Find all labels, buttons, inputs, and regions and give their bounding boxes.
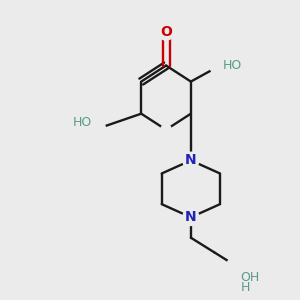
Circle shape — [226, 256, 249, 278]
Circle shape — [83, 118, 106, 141]
Circle shape — [183, 152, 199, 169]
Text: H: H — [241, 281, 250, 295]
Text: HO: HO — [223, 59, 242, 72]
Circle shape — [161, 124, 171, 135]
Text: OH: OH — [241, 271, 260, 284]
Circle shape — [210, 55, 230, 76]
Text: HO: HO — [72, 116, 92, 129]
Circle shape — [158, 24, 174, 40]
Circle shape — [183, 209, 199, 226]
Text: O: O — [160, 25, 172, 39]
Text: N: N — [185, 153, 197, 167]
Text: N: N — [185, 210, 197, 224]
